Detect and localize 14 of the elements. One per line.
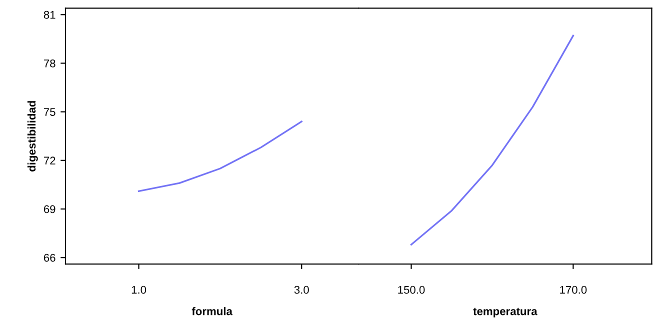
- y-tick-label: 72: [44, 156, 56, 164]
- x-axis-title: temperatura: [473, 308, 538, 318]
- x-tick-label: 150.0: [398, 286, 425, 294]
- x-tick-label: 3.0: [294, 286, 309, 294]
- x-tick-label: 170.0: [560, 286, 587, 294]
- y-tick-label: 81: [44, 10, 56, 19]
- x-tick-label: 1.0: [132, 286, 146, 294]
- y-axis-title: digestibilidad: [27, 101, 38, 172]
- y-tick-label: 69: [44, 205, 56, 214]
- x-axis-title: formula: [192, 307, 232, 316]
- y-tick-label: 78: [44, 59, 56, 68]
- y-tick-label: 66: [44, 254, 56, 262]
- y-tick-label: 75: [44, 108, 56, 116]
- line-series: [138, 120, 302, 192]
